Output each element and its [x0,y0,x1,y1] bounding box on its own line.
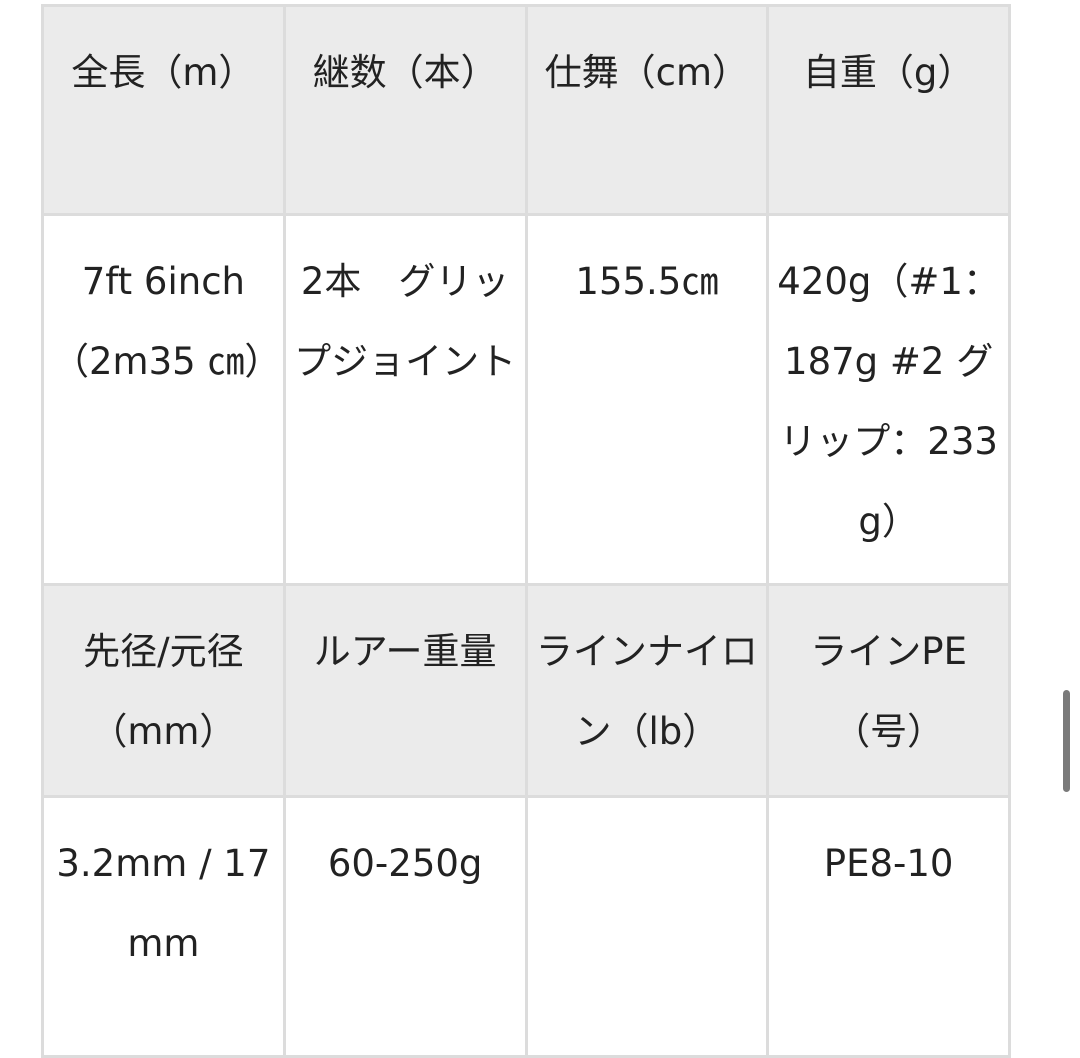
header-cell: 継数（本） [282,4,528,216]
page: 全長（m） 継数（本） 仕舞（cm） 自重（g） 7ft 6inch（2m35 ㎝） 2本… [41,4,1070,1058]
header-cell: 自重（g） [766,4,1011,216]
spec-table: 全長（m） 継数（本） 仕舞（cm） 自重（g） 7ft 6inch（2m35 ㎝） 2本… [41,4,1011,1058]
table-row: 3.2mm / 17mm 60-250g PE8-10 [41,795,1011,1058]
header-cell: 先径/元径（mm） [41,583,286,798]
header-cell: ラインナイロン（lb） [524,583,770,798]
data-cell: PE8-10 [766,795,1011,1058]
header-cell: ルアー重量 [282,583,528,798]
header-cell: ラインPE（号） [766,583,1011,798]
data-cell: 7ft 6inch（2m35 ㎝） [41,213,286,586]
header-cell: 全長（m） [41,4,286,216]
scrollbar[interactable] [1063,690,1070,792]
table-row: 全長（m） 継数（本） 仕舞（cm） 自重（g） [41,4,1011,216]
data-cell: 420g（#1：187g #2 グリップ：233g） [766,213,1011,586]
header-cell: 仕舞（cm） [524,4,770,216]
table-row: 先径/元径（mm） ルアー重量 ラインナイロン（lb） ラインPE（号） [41,583,1011,798]
data-cell: 3.2mm / 17mm [41,795,286,1058]
data-cell: 2本 グリップジョイント [282,213,528,586]
table-row: 7ft 6inch（2m35 ㎝） 2本 グリップジョイント 155.5㎝ 420g（… [41,213,1011,586]
data-cell [524,795,770,1058]
data-cell: 155.5㎝ [524,213,770,586]
data-cell: 60-250g [282,795,528,1058]
